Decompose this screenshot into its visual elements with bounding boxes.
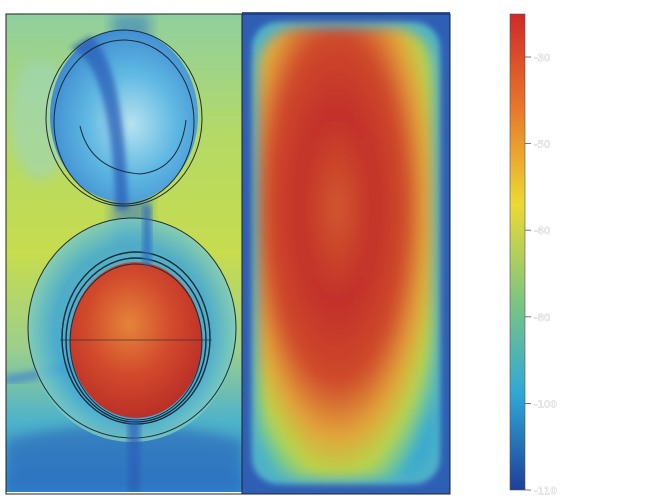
colorbar-tick-label: -50 [534, 140, 550, 151]
upper-coil [45, 29, 203, 210]
colorbar-tick-label: -30 [534, 53, 550, 64]
colorbar-tick-label: -60 [534, 226, 550, 237]
colorbar-gradient [509, 13, 526, 491]
colorbar-tick-label: -100 [534, 399, 557, 410]
colorbar-ticks: -30 -50 -60 -80 -100 -110 [525, 53, 557, 497]
colorbar: -30 -50 -60 -80 -100 -110 [509, 13, 557, 497]
lower-coil [27, 217, 237, 442]
left-panel [6, 14, 242, 492]
right-panel [242, 12, 450, 494]
plot-border [5, 13, 451, 495]
colorbar-tick-label: -110 [534, 486, 557, 497]
colorbar-tick-label: -80 [534, 313, 550, 324]
